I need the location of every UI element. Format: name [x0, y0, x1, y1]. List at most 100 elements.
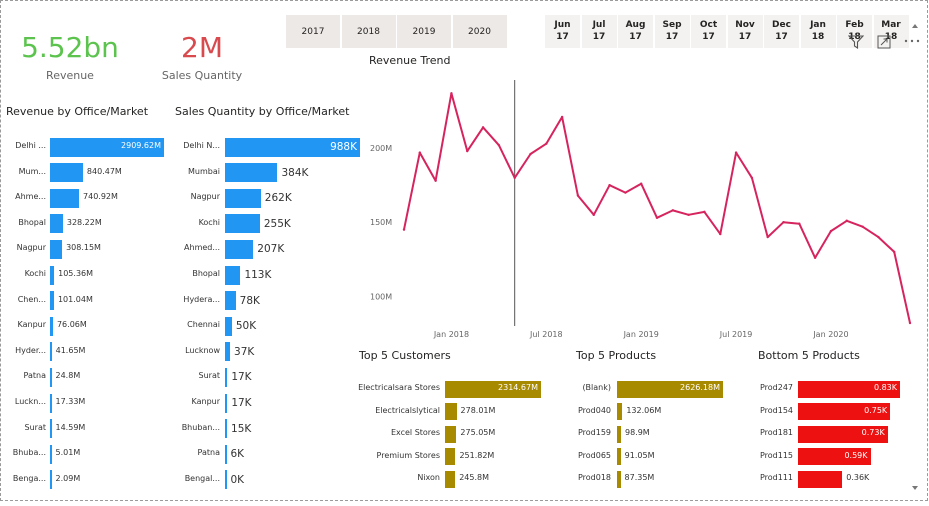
trend-point[interactable] — [418, 151, 422, 154]
category-label: Prod040 — [577, 405, 611, 415]
bar[interactable] — [225, 188, 261, 208]
trend-point[interactable] — [545, 142, 548, 145]
trend-point[interactable] — [655, 216, 659, 219]
bar[interactable] — [225, 367, 228, 387]
trend-point[interactable] — [513, 176, 516, 179]
bar[interactable] — [50, 316, 53, 336]
month-name: Jan — [810, 20, 826, 30]
bar[interactable] — [50, 393, 52, 413]
trend-point[interactable] — [750, 176, 754, 179]
trend-point[interactable] — [639, 182, 643, 185]
bar[interactable] — [50, 444, 52, 464]
bar[interactable] — [50, 214, 63, 234]
data-label: 87.35M — [624, 473, 655, 482]
bar[interactable] — [445, 403, 457, 420]
trend-point[interactable] — [592, 213, 595, 217]
trend-point[interactable] — [529, 152, 532, 156]
trend-point[interactable] — [908, 321, 912, 325]
bar[interactable] — [50, 137, 164, 157]
bar[interactable] — [225, 137, 360, 157]
month-slicer-item[interactable]: Jun 17 — [545, 15, 580, 48]
trend-point[interactable] — [687, 213, 690, 217]
year-slicer-item-2018[interactable]: 2018 — [341, 15, 397, 48]
trend-point[interactable] — [892, 250, 896, 254]
trend-point[interactable] — [782, 221, 785, 224]
month-slicer-item[interactable]: Aug 17 — [618, 15, 653, 48]
revenue-trend-line[interactable] — [403, 92, 911, 324]
bar[interactable] — [225, 239, 254, 259]
trend-point[interactable] — [481, 126, 485, 129]
bar[interactable] — [798, 380, 900, 398]
scroll-up-icon[interactable] — [911, 23, 919, 29]
trend-point[interactable] — [703, 210, 706, 214]
trend-point[interactable] — [813, 256, 817, 260]
trend-point[interactable] — [719, 232, 722, 236]
bar[interactable] — [225, 444, 227, 464]
trend-point[interactable] — [624, 191, 627, 194]
bar[interactable] — [617, 403, 623, 420]
bar[interactable] — [225, 316, 232, 336]
bar[interactable] — [225, 470, 227, 490]
month-slicer-item[interactable]: Sep 17 — [654, 15, 690, 48]
bar[interactable] — [225, 342, 231, 362]
month-slicer-item[interactable]: Oct 17 — [691, 15, 726, 48]
bar[interactable] — [445, 470, 456, 488]
trend-point[interactable] — [497, 143, 501, 147]
trend-point[interactable] — [402, 228, 406, 231]
bar[interactable] — [50, 265, 55, 285]
month-slicer-item[interactable]: Mar 18 — [873, 15, 909, 48]
trend-point[interactable] — [734, 151, 738, 154]
trend-point[interactable] — [608, 183, 611, 187]
bar[interactable] — [798, 448, 871, 465]
year-slicer-item-2017[interactable]: 2017 — [286, 15, 341, 48]
bar[interactable] — [617, 448, 621, 465]
bar[interactable] — [225, 393, 228, 413]
trend-point[interactable] — [671, 209, 675, 212]
bar[interactable] — [50, 419, 52, 439]
bar[interactable] — [798, 470, 843, 488]
bar[interactable] — [225, 214, 260, 234]
bar[interactable] — [617, 425, 621, 443]
month-slicer-item[interactable]: Jul 17 — [581, 15, 617, 48]
trend-point[interactable] — [877, 235, 880, 239]
revenue-trend-chart[interactable]: 100M 150M 200M Jan 2018 Jul 2018 Jan 2019 Jul … — [362, 68, 914, 344]
bar[interactable] — [50, 239, 63, 259]
bar[interactable] — [50, 188, 80, 208]
trend-point[interactable] — [861, 225, 864, 228]
bar[interactable] — [445, 425, 457, 443]
month-slicer-item[interactable]: Dec 17 — [764, 15, 799, 48]
bar[interactable] — [50, 470, 52, 490]
focus-mode-icon[interactable] — [877, 35, 891, 49]
bar[interactable] — [445, 448, 456, 465]
month-slicer-item[interactable]: Nov 17 — [727, 15, 763, 48]
scroll-down-icon[interactable] — [911, 485, 919, 491]
bar[interactable] — [225, 163, 278, 183]
trend-point[interactable] — [576, 194, 580, 197]
trend-point[interactable] — [829, 229, 833, 233]
trend-point[interactable] — [466, 149, 469, 153]
bar[interactable] — [798, 403, 891, 420]
bar[interactable] — [225, 265, 241, 285]
trend-point[interactable] — [766, 235, 769, 239]
trend-point[interactable] — [434, 179, 437, 182]
bar[interactable] — [50, 342, 52, 362]
trend-point[interactable] — [450, 92, 453, 95]
bar[interactable] — [50, 163, 83, 183]
year-slicer-item-2020[interactable]: 2020 — [452, 15, 508, 48]
bar[interactable] — [50, 291, 54, 311]
year-slicer-item-2019[interactable]: 2019 — [397, 15, 452, 48]
filter-icon[interactable] — [848, 35, 864, 49]
trend-point[interactable] — [798, 222, 801, 225]
trend-point[interactable] — [845, 219, 848, 222]
bar[interactable] — [617, 380, 723, 398]
bar[interactable] — [617, 470, 621, 488]
month-slicer-item[interactable]: Jan 18 — [800, 15, 836, 48]
category-label: Kochi — [198, 217, 220, 227]
bar[interactable] — [798, 425, 888, 443]
more-options-icon[interactable] — [904, 39, 920, 43]
bar[interactable] — [225, 419, 228, 439]
bar[interactable] — [50, 367, 52, 387]
bar[interactable] — [445, 380, 541, 398]
trend-point[interactable] — [560, 115, 564, 119]
bar[interactable] — [225, 291, 236, 311]
